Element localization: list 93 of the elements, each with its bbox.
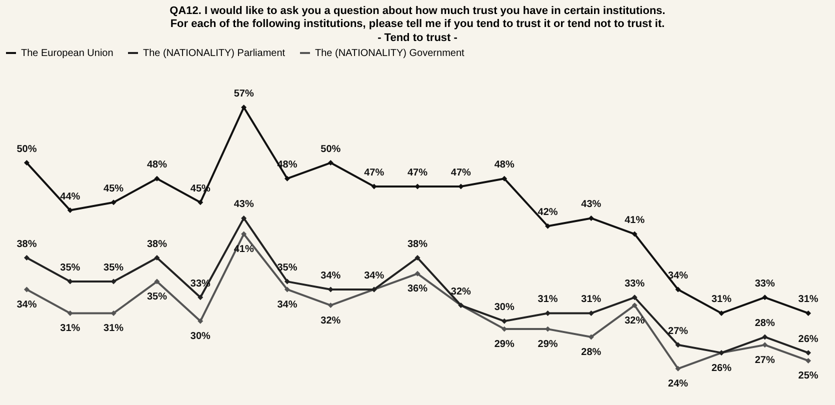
- point: [502, 176, 508, 182]
- point: [414, 255, 420, 261]
- point: [154, 255, 160, 261]
- data-label: 26%: [798, 334, 818, 345]
- point: [284, 278, 290, 284]
- data-label: 35%: [146, 292, 168, 303]
- data-label: 33%: [624, 278, 645, 290]
- point: [545, 223, 550, 229]
- point: [110, 200, 116, 206]
- point: [632, 294, 638, 300]
- data-label: 29%: [494, 339, 514, 350]
- point: [502, 318, 508, 324]
- point: [67, 208, 73, 214]
- point: [328, 302, 334, 308]
- data-label: 32%: [320, 315, 341, 326]
- point: [718, 310, 724, 316]
- chart-title: QA12. I would like to ask you a question about how much trust you have in certain institutions. For each of the following institutions, please tell me if you tend to trust it or tend not to trust it.: [170, 5, 666, 30]
- data-label: 48%: [494, 160, 514, 171]
- data-label: 57%: [234, 88, 254, 100]
- data-label: 36%: [407, 284, 428, 295]
- legend-label: The (NATIONALITY) Government: [315, 48, 465, 59]
- point: [762, 294, 768, 300]
- data-label: 28%: [754, 318, 775, 329]
- data-label: 31%: [104, 323, 124, 334]
- point: [241, 231, 247, 237]
- point: [632, 231, 638, 237]
- point: [241, 104, 247, 110]
- data-label: 33%: [754, 278, 775, 290]
- data-label: 27%: [668, 326, 688, 337]
- data-label: 38%: [16, 238, 37, 250]
- data-label: 32%: [624, 315, 645, 326]
- point: [284, 286, 290, 292]
- point: [806, 310, 812, 316]
- point: [198, 294, 204, 300]
- point: [545, 310, 550, 316]
- chart-subtitle: - Tend to trust -: [378, 32, 458, 44]
- point: [24, 255, 30, 261]
- data-label: 29%: [538, 339, 558, 350]
- data-label: 34%: [668, 270, 688, 282]
- point: [154, 278, 160, 284]
- data-label: 50%: [320, 144, 341, 155]
- point: [675, 366, 681, 372]
- point: [198, 318, 204, 324]
- point: [154, 176, 160, 182]
- legend-label: The European Union: [21, 48, 114, 59]
- point: [632, 302, 638, 308]
- point: [24, 160, 30, 166]
- point: [806, 350, 812, 356]
- data-label: 38%: [407, 238, 428, 250]
- point: [675, 342, 681, 348]
- data-label: 28%: [581, 346, 602, 358]
- data-label: 31%: [581, 294, 602, 306]
- point: [198, 200, 204, 206]
- point: [762, 334, 768, 340]
- data-label: 31%: [538, 294, 558, 306]
- data-label: 43%: [234, 199, 254, 210]
- data-label: 31%: [711, 294, 732, 306]
- point: [24, 286, 30, 292]
- point: [762, 342, 768, 348]
- legend-label: The (NATIONALITY) Parliament: [143, 48, 286, 59]
- data-label: 27%: [754, 354, 775, 366]
- point: [328, 160, 334, 166]
- data-label: 30%: [494, 302, 514, 314]
- point: [675, 286, 681, 292]
- data-label: 42%: [538, 207, 558, 218]
- data-label: 45%: [104, 183, 124, 194]
- data-label: 34%: [277, 299, 298, 310]
- data-label: 26%: [711, 362, 732, 374]
- data-label: 47%: [364, 168, 384, 179]
- data-label: 48%: [146, 160, 168, 171]
- data-label: 50%: [16, 144, 37, 155]
- data-label: 31%: [798, 294, 818, 306]
- point: [241, 215, 247, 221]
- data-label: 30%: [190, 331, 211, 342]
- data-label: 44%: [60, 191, 80, 202]
- data-label: 34%: [320, 270, 341, 282]
- data-label: 35%: [60, 262, 80, 274]
- data-label: 35%: [104, 262, 124, 274]
- data-label: 38%: [146, 238, 168, 250]
- data-label: 41%: [624, 215, 645, 226]
- data-label: 31%: [60, 323, 80, 334]
- point: [414, 270, 420, 276]
- data-label: 34%: [364, 270, 384, 282]
- data-label: 47%: [407, 168, 428, 179]
- data-label: 32%: [450, 286, 472, 298]
- data-label: 25%: [798, 370, 818, 382]
- point: [284, 176, 290, 182]
- point: [806, 358, 812, 364]
- data-label: 34%: [16, 299, 37, 310]
- point: [588, 215, 594, 221]
- data-label: 47%: [450, 168, 472, 179]
- data-label: 24%: [668, 378, 688, 390]
- data-label: 43%: [581, 199, 602, 210]
